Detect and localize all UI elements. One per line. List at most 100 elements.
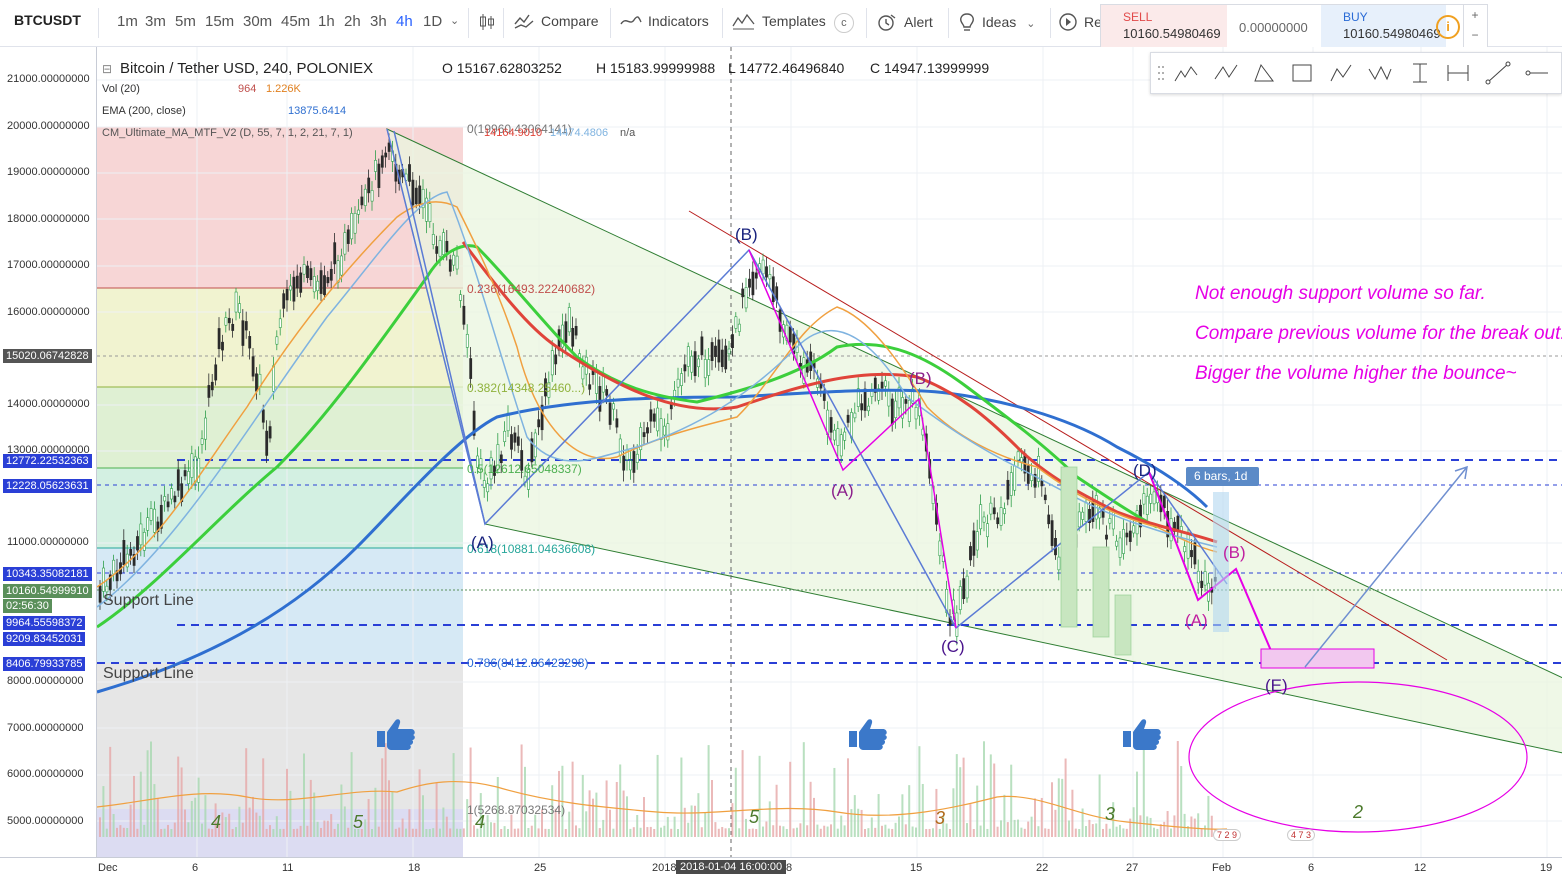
target-zone-box[interactable] — [1260, 648, 1375, 669]
ideas-dropdown-chevron-icon[interactable]: ⌄ — [1026, 18, 1036, 31]
timeframe-45m[interactable]: 45m — [281, 13, 311, 30]
candle-body — [863, 388, 867, 411]
support-line-label[interactable]: Support Line — [103, 592, 194, 609]
wave-label[interactable]: (D) — [1133, 461, 1157, 480]
bars-style-icon[interactable] — [478, 12, 496, 35]
projection-arrow[interactable] — [1304, 466, 1468, 668]
abcde-wave-path[interactable] — [386, 128, 1228, 630]
wave-label[interactable]: (A) — [1185, 611, 1208, 630]
timeframe-5m[interactable]: 5m — [175, 13, 196, 30]
volume-bar — [388, 780, 390, 837]
wave-count-label[interactable]: 4 — [475, 812, 486, 832]
ideas-icon — [958, 12, 976, 35]
volume-bar — [1064, 758, 1067, 837]
ohlc-high: H 15183.99999988 — [596, 60, 716, 76]
volume-bar — [1142, 745, 1145, 837]
wave-label[interactable]: (E) — [1265, 676, 1288, 695]
wave-count-label[interactable]: 5 — [353, 812, 364, 832]
time-tick: 18 — [408, 862, 421, 874]
wave-count-label[interactable]: 4 — [211, 812, 222, 832]
wave-label[interactable]: (B) — [909, 369, 932, 388]
wave-label[interactable]: (A) — [831, 481, 854, 500]
sub-wave-path[interactable] — [748, 249, 957, 629]
ma-red-line[interactable] — [461, 241, 1218, 544]
ideas-button[interactable]: Ideas ⌄ — [958, 12, 1035, 35]
downtrend-line[interactable] — [688, 210, 1448, 661]
collapse-legend-icon[interactable]: ⊟ — [102, 62, 113, 76]
triangle-pattern-icon[interactable] — [1251, 61, 1277, 85]
trend-line-icon[interactable] — [1485, 61, 1511, 85]
ema-200-line[interactable] — [97, 388, 1209, 694]
timeframe-4h[interactable]: 4h — [396, 13, 413, 30]
wave-label[interactable]: (C) — [941, 637, 965, 656]
event-badge[interactable]: 7 2 9 — [1213, 829, 1242, 841]
timeframe-3m[interactable]: 3m — [145, 13, 166, 30]
wave-count-label[interactable]: 3 — [1105, 804, 1116, 824]
time-axis[interactable]: Dec 6 11 18 25 2018 8 15 22 27 Feb 6 12 … — [0, 857, 1562, 882]
timeframe-1m[interactable]: 1m — [117, 13, 138, 30]
measure-box[interactable] — [1213, 492, 1229, 632]
symbol-search[interactable]: BTCUSDT — [14, 12, 81, 28]
price-range-icon[interactable] — [1407, 61, 1433, 85]
alert-button[interactable]: Alert — [876, 12, 933, 35]
timeframe-2h[interactable]: 2h — [344, 13, 361, 30]
price-axis[interactable]: 21000.00000000 20000.00000000 19000.0000… — [0, 47, 96, 857]
timeframe-1d[interactable]: 1D — [423, 13, 443, 30]
compare-button[interactable]: Compare — [513, 12, 599, 33]
wave-label[interactable]: (A) — [471, 533, 494, 552]
timeframe-3h[interactable]: 3h — [370, 13, 387, 30]
abcd-pattern-icon[interactable] — [1329, 61, 1355, 85]
info-icon[interactable]: i — [1436, 15, 1460, 39]
candle-body — [306, 265, 309, 279]
drag-handle-icon[interactable] — [1157, 61, 1165, 85]
plus-button[interactable]: + — [1471, 8, 1479, 22]
timeframe-30m[interactable]: 30m — [243, 13, 273, 30]
horizontal-ray-icon[interactable] — [1523, 61, 1549, 85]
timeframe-15m[interactable]: 15m — [205, 13, 235, 30]
ema-indicator-label[interactable]: EMA (200, close) — [102, 105, 186, 117]
wave-count-label[interactable]: 3 — [935, 808, 946, 828]
date-range-icon[interactable] — [1445, 61, 1471, 85]
timeframe-dropdown-chevron-icon[interactable]: ⌄ — [450, 15, 460, 27]
replay-button[interactable]: Re — [1058, 12, 1102, 35]
sell-button[interactable]: SELL 10160.54980469 — [1101, 5, 1227, 47]
minus-button[interactable]: − — [1471, 28, 1479, 42]
candle-body — [860, 403, 864, 411]
wxyxz-pattern-icon[interactable] — [1367, 61, 1393, 85]
templates-button[interactable]: Templates c — [732, 12, 854, 34]
event-badge[interactable]: 4 7 3 — [1287, 829, 1316, 841]
cm-indicator-label[interactable]: CM_Ultimate_MA_MTF_V2 (D, 55, 7, 1, 2, 2… — [102, 127, 353, 139]
rectangle-icon[interactable] — [1289, 61, 1315, 85]
accumulation-ellipse[interactable] — [1188, 681, 1528, 833]
templates-badge[interactable]: c — [833, 13, 854, 34]
series-title[interactable]: Bitcoin / Tether USD, 240, POLONIEX — [120, 60, 374, 77]
annotation-note[interactable]: Bigger the volume higher the bounce~ — [1195, 363, 1517, 384]
chart-pane[interactable]: Not enough support volume so far. Compar… — [96, 47, 1562, 857]
volume-bar — [170, 829, 173, 837]
candle-body — [142, 531, 146, 551]
annotation-note[interactable]: Compare previous volume for the break ou… — [1195, 323, 1562, 344]
volume-bar — [201, 823, 203, 837]
indicators-button[interactable]: Indicators — [620, 12, 709, 33]
wave-count-label[interactable]: 5 — [749, 807, 760, 827]
timeframe-1h[interactable]: 1h — [318, 13, 335, 30]
elliott-impulse-icon[interactable] — [1173, 61, 1199, 85]
wave-label[interactable]: (B) — [1223, 543, 1246, 562]
volume-bar — [976, 785, 979, 837]
chart-canvas[interactable] — [97, 47, 1562, 857]
volume-bar — [252, 796, 254, 837]
wave-count-label[interactable]: 2 — [1353, 802, 1364, 822]
volume-bar — [1166, 811, 1169, 837]
wave-label[interactable]: (B) — [735, 225, 758, 244]
elliott-correction-icon[interactable] — [1213, 61, 1239, 85]
candle-body — [622, 455, 626, 471]
buy-button[interactable]: BUY 10160.54980469 — [1321, 5, 1446, 47]
candle-body — [717, 339, 721, 363]
volume-bar — [874, 827, 877, 837]
volume-indicator-label[interactable]: Vol (20) — [102, 83, 140, 95]
candle-body — [125, 553, 129, 568]
support-line-label[interactable]: Support Line — [103, 665, 194, 682]
candle-body — [486, 483, 490, 493]
annotation-note[interactable]: Not enough support volume so far. — [1195, 283, 1486, 304]
volume-bar — [279, 828, 282, 837]
